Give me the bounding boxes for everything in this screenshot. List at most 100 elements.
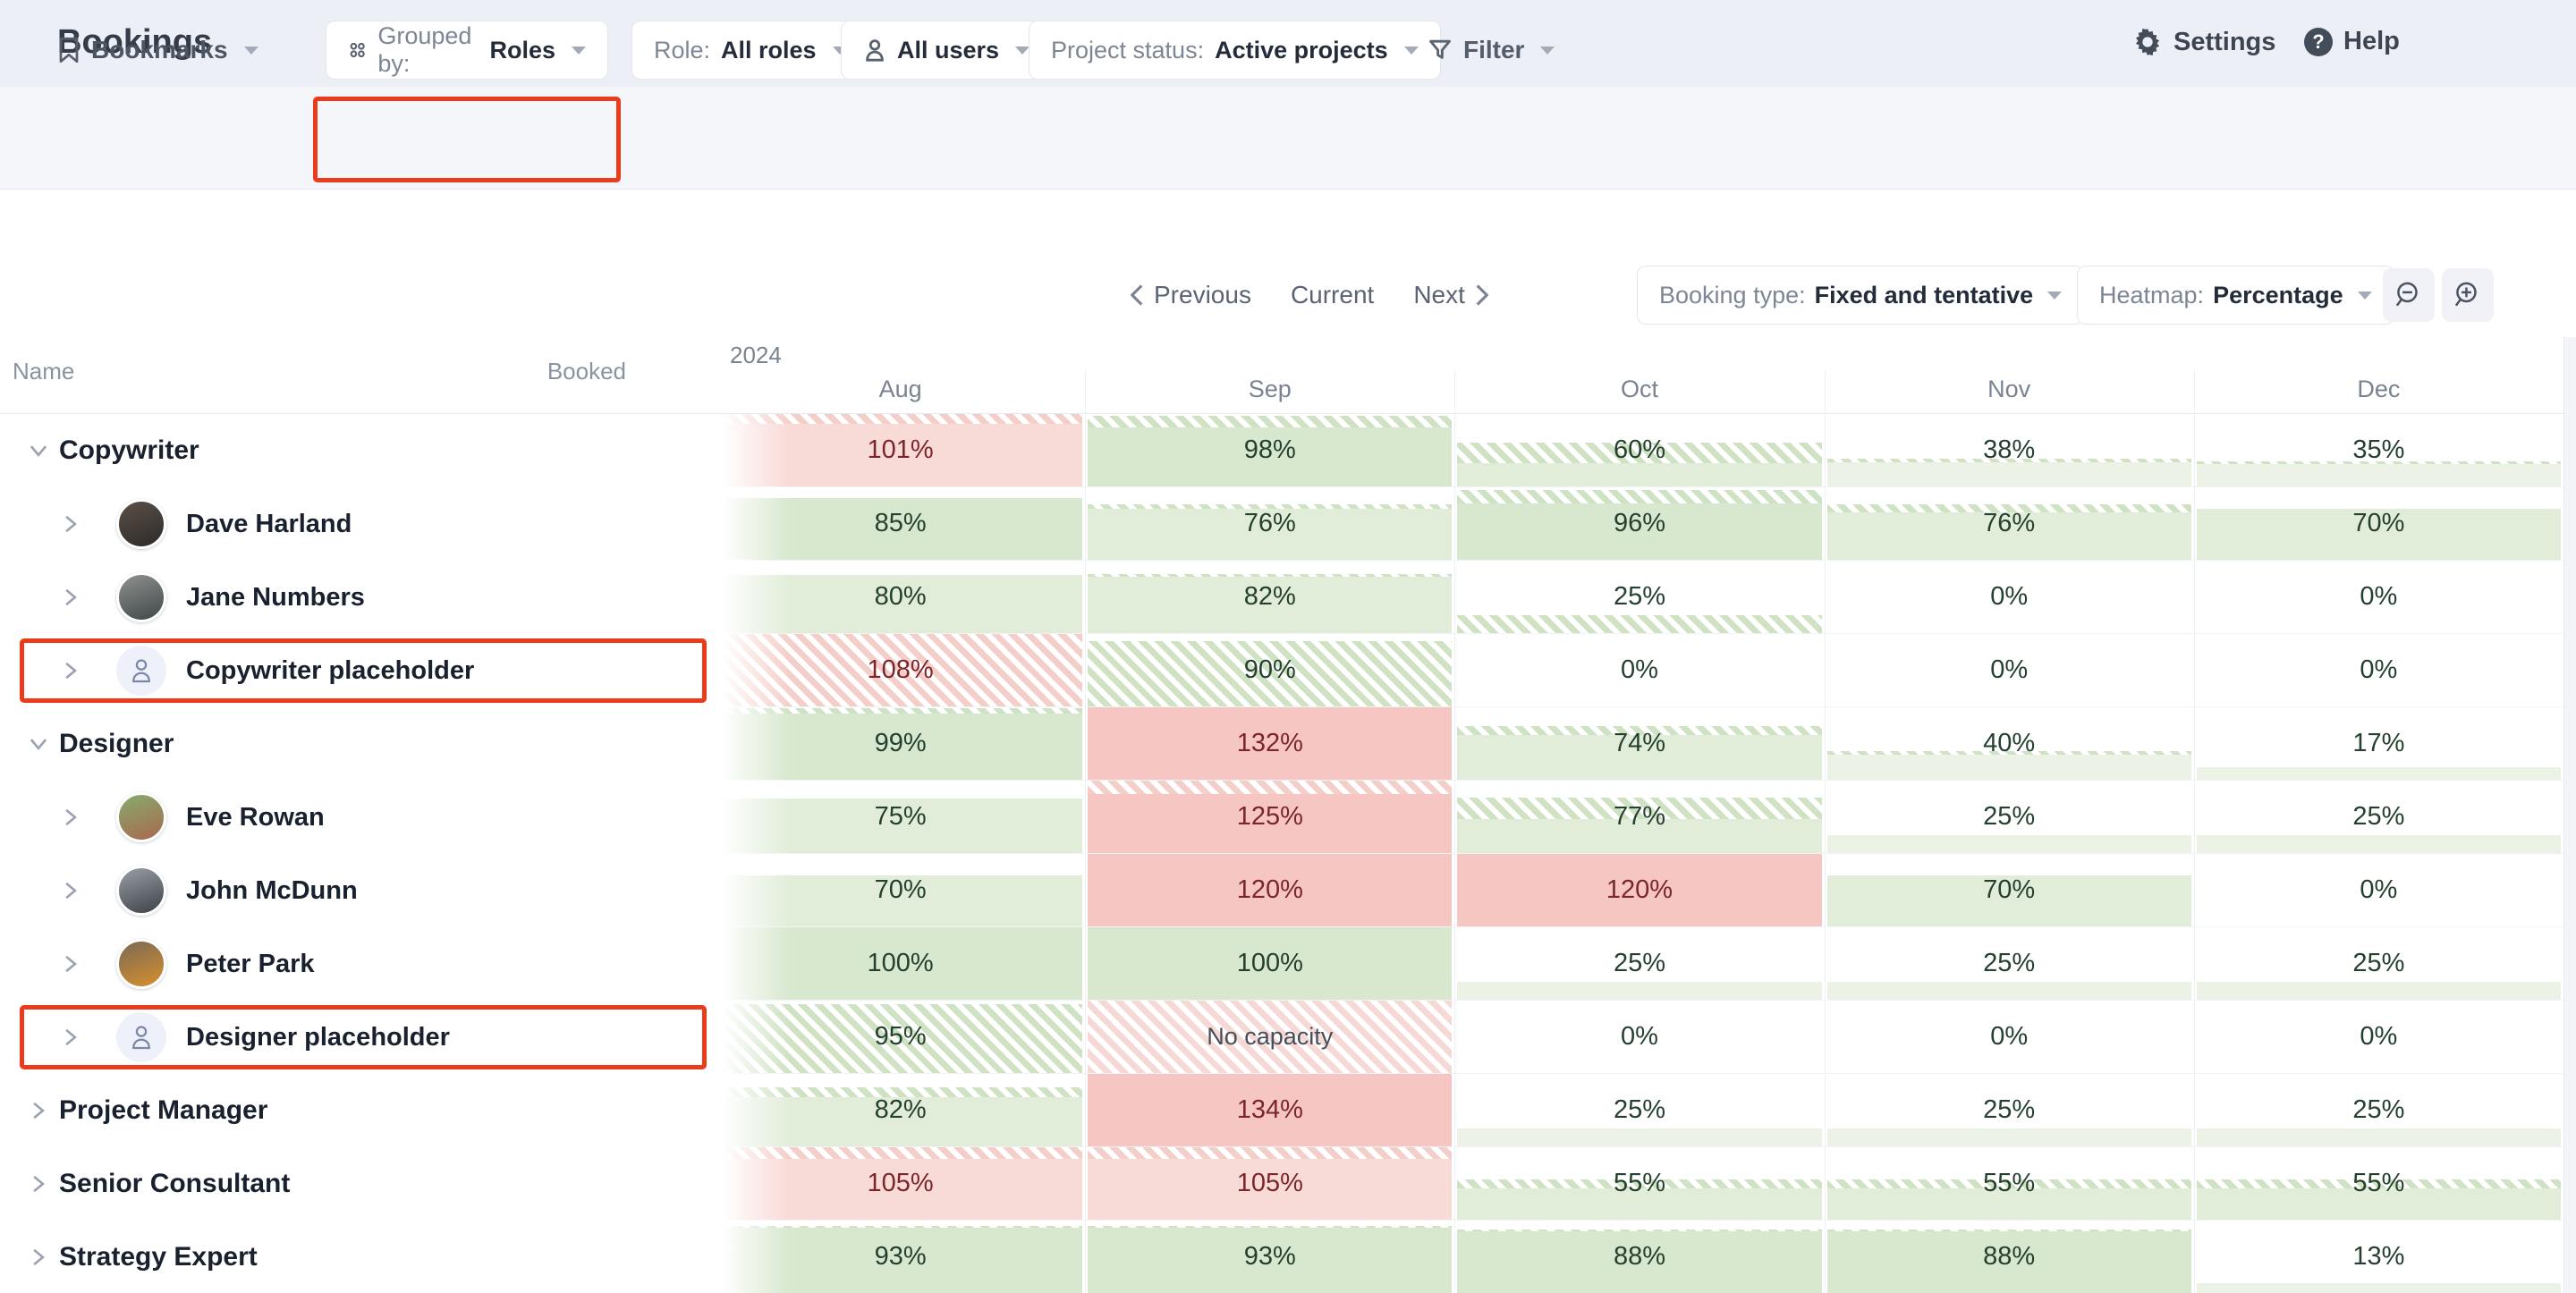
- group-row-label[interactable]: Strategy Expert: [0, 1221, 716, 1293]
- group-row-label[interactable]: Copywriter: [0, 414, 716, 487]
- chevron-right-icon[interactable]: [27, 1099, 50, 1122]
- heatmap-cell[interactable]: 25%: [1457, 561, 1822, 633]
- heatmap-cell[interactable]: 25%: [1826, 927, 2191, 1000]
- chevron-down-icon[interactable]: [27, 439, 50, 462]
- chevron-right-icon[interactable]: [59, 1026, 82, 1049]
- grouped-by-dropdown[interactable]: Grouped by: Roles: [326, 21, 608, 80]
- heatmap-cell[interactable]: 25%: [1457, 927, 1822, 1000]
- member-row-label[interactable]: Dave Harland: [0, 487, 716, 561]
- chevron-right-icon[interactable]: [59, 806, 82, 829]
- previous-button[interactable]: Previous: [1129, 281, 1251, 309]
- heatmap-cell[interactable]: 55%: [2196, 1147, 2561, 1220]
- group-row-label[interactable]: Senior Consultant: [0, 1147, 716, 1221]
- heatmap-cell[interactable]: No capacity: [1088, 1001, 1453, 1073]
- heatmap-cell[interactable]: 105%: [1088, 1147, 1453, 1220]
- heatmap-cell[interactable]: 38%: [1826, 414, 2191, 486]
- heatmap-cell[interactable]: 0%: [2197, 634, 2561, 706]
- heatmap-cell[interactable]: 25%: [1826, 781, 2191, 853]
- heatmap-cell[interactable]: 88%: [1826, 1221, 2191, 1293]
- heatmap-cell[interactable]: 95%: [718, 1001, 1083, 1073]
- heatmap-cell[interactable]: 93%: [1088, 1221, 1453, 1293]
- heatmap-cell[interactable]: 77%: [1457, 781, 1822, 853]
- heatmap-cell[interactable]: 25%: [1826, 1074, 2191, 1146]
- member-row-label[interactable]: John McDunn: [0, 854, 716, 927]
- booking-type-dropdown[interactable]: Booking type: Fixed and tentative: [1637, 266, 2085, 325]
- heatmap-cell[interactable]: 85%: [718, 487, 1083, 560]
- chevron-right-icon[interactable]: [59, 952, 82, 976]
- heatmap-cell[interactable]: 25%: [2196, 1074, 2561, 1146]
- filter-button[interactable]: Filter: [1428, 21, 1555, 80]
- heatmap-cell[interactable]: 101%: [718, 414, 1083, 486]
- heatmap-cell[interactable]: 120%: [1457, 854, 1822, 926]
- heatmap-cell[interactable]: 93%: [718, 1221, 1083, 1293]
- heatmap-cell[interactable]: 70%: [1826, 854, 2191, 926]
- heatmap-cell[interactable]: 25%: [2196, 781, 2561, 853]
- chevron-right-icon[interactable]: [59, 512, 82, 536]
- heatmap-cell[interactable]: 134%: [1088, 1074, 1453, 1146]
- heatmap-cell[interactable]: 120%: [1088, 854, 1453, 926]
- heatmap-cell[interactable]: 35%: [2196, 414, 2561, 486]
- zoom-in-button[interactable]: [2442, 268, 2494, 322]
- heatmap-cell[interactable]: 76%: [1088, 487, 1453, 560]
- zoom-out-button[interactable]: [2383, 268, 2435, 322]
- heatmap-cell[interactable]: 40%: [1826, 707, 2191, 780]
- heatmap-cell[interactable]: 74%: [1457, 707, 1822, 780]
- heatmap-cell[interactable]: 0%: [1827, 634, 2191, 706]
- heatmap-cell[interactable]: 100%: [1088, 927, 1453, 1000]
- heatmap-cell[interactable]: 70%: [718, 854, 1083, 926]
- heatmap-dropdown[interactable]: Heatmap: Percentage: [2077, 266, 2394, 325]
- member-row-label[interactable]: Jane Numbers: [0, 561, 716, 634]
- heatmap-cell[interactable]: 13%: [2196, 1221, 2561, 1293]
- heatmap-cell[interactable]: 88%: [1457, 1221, 1822, 1293]
- heatmap-cell[interactable]: 0%: [2197, 1001, 2561, 1073]
- vertical-scrollbar[interactable]: [2563, 337, 2576, 1293]
- heatmap-cell[interactable]: 98%: [1088, 414, 1453, 486]
- heatmap-cell[interactable]: 0%: [2197, 854, 2561, 926]
- group-row-label[interactable]: Designer: [0, 707, 716, 781]
- heatmap-cell[interactable]: 99%: [718, 707, 1083, 780]
- heatmap-cell[interactable]: 55%: [1457, 1147, 1822, 1220]
- heatmap-cell[interactable]: 108%: [718, 634, 1083, 706]
- chevron-right-icon[interactable]: [27, 1246, 50, 1269]
- heatmap-cell[interactable]: 76%: [1826, 487, 2191, 560]
- heatmap-cell[interactable]: 105%: [718, 1147, 1083, 1220]
- member-row-label[interactable]: Designer placeholder: [0, 1001, 716, 1074]
- next-button[interactable]: Next: [1413, 281, 1490, 309]
- chevron-right-icon[interactable]: [27, 1172, 50, 1196]
- heatmap-cell[interactable]: 80%: [718, 561, 1083, 633]
- heatmap-cell[interactable]: 90%: [1088, 634, 1453, 706]
- current-button[interactable]: Current: [1291, 281, 1374, 309]
- chevron-right-icon[interactable]: [59, 586, 82, 609]
- users-dropdown[interactable]: All users: [841, 21, 1053, 80]
- member-row-label[interactable]: Copywriter placeholder: [0, 634, 716, 707]
- heatmap-cell[interactable]: 132%: [1088, 707, 1453, 780]
- heatmap-cell[interactable]: 70%: [2196, 487, 2561, 560]
- member-row-label[interactable]: Eve Rowan: [0, 781, 716, 854]
- chevron-right-icon[interactable]: [59, 879, 82, 902]
- heatmap-cell[interactable]: 100%: [718, 927, 1083, 1000]
- heatmap-cell[interactable]: 25%: [1457, 1074, 1822, 1146]
- member-row-label[interactable]: Peter Park: [0, 927, 716, 1001]
- heatmap-cell[interactable]: 60%: [1457, 414, 1822, 486]
- heatmap-cell[interactable]: 75%: [718, 781, 1083, 853]
- heatmap-cell[interactable]: 0%: [1457, 634, 1821, 706]
- heatmap-cell[interactable]: 0%: [2197, 561, 2561, 633]
- role-dropdown[interactable]: Role: All roles: [631, 21, 869, 80]
- settings-button[interactable]: Settings: [2132, 27, 2275, 57]
- heatmap-cell[interactable]: 55%: [1826, 1147, 2191, 1220]
- help-button[interactable]: ? Help: [2304, 27, 2400, 56]
- heatmap-cell[interactable]: 82%: [1088, 561, 1453, 633]
- heatmap-cell[interactable]: 0%: [1827, 1001, 2191, 1073]
- heatmap-cell[interactable]: 125%: [1088, 781, 1453, 853]
- heatmap-cell[interactable]: 82%: [718, 1074, 1083, 1146]
- heatmap-cell[interactable]: 0%: [1827, 561, 2191, 633]
- bookmarks-button[interactable]: Bookmarks: [57, 21, 258, 80]
- project-status-dropdown[interactable]: Project status: Active projects: [1029, 21, 1441, 80]
- heatmap-cell[interactable]: 25%: [2196, 927, 2561, 1000]
- chevron-right-icon[interactable]: [59, 659, 82, 682]
- heatmap-cell[interactable]: 96%: [1457, 487, 1822, 560]
- chevron-down-icon[interactable]: [27, 732, 50, 756]
- heatmap-cell[interactable]: 17%: [2196, 707, 2561, 780]
- group-row-label[interactable]: Project Manager: [0, 1074, 716, 1147]
- heatmap-cell[interactable]: 0%: [1457, 1001, 1821, 1073]
